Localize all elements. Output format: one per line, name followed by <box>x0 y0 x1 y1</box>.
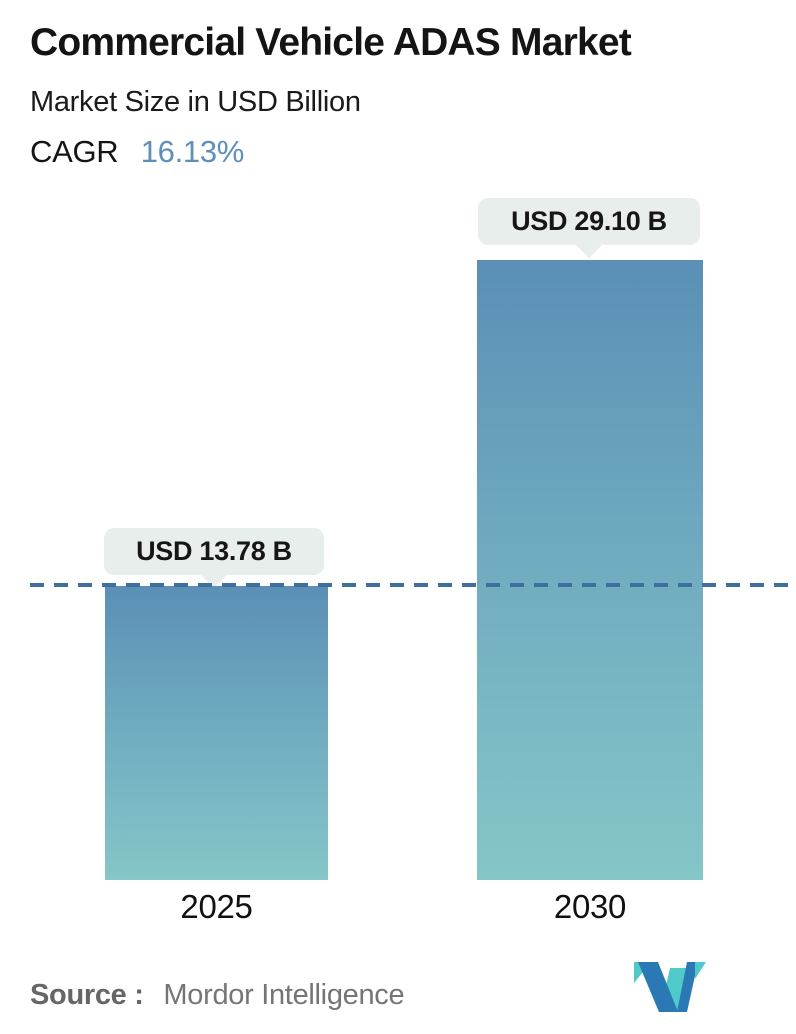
source-line: Source : Mordor Intelligence <box>30 979 405 1012</box>
x-axis-label-2030: 2030 <box>553 888 627 925</box>
cagr-value: 16.13% <box>140 134 245 169</box>
x-axis-label-2025: 2025 <box>180 888 253 925</box>
cagr-label: CAGR <box>30 134 119 169</box>
bar-2030 <box>477 260 703 880</box>
page-title: Commercial Vehicle ADAS Market <box>30 21 632 64</box>
value-badge-2030: USD 29.10 B <box>478 198 700 245</box>
mordor-intelligence-logo-icon <box>634 962 706 1012</box>
cagr-row: CAGR 16.13% <box>30 134 244 170</box>
chart-subtitle: Market Size in USD Billion <box>30 86 361 118</box>
bar-2025 <box>105 586 328 880</box>
source-label: Source : <box>30 979 144 1011</box>
reference-line <box>30 583 792 587</box>
value-badge-2025: USD 13.78 B <box>104 528 324 575</box>
source-value: Mordor Intelligence <box>163 979 405 1011</box>
